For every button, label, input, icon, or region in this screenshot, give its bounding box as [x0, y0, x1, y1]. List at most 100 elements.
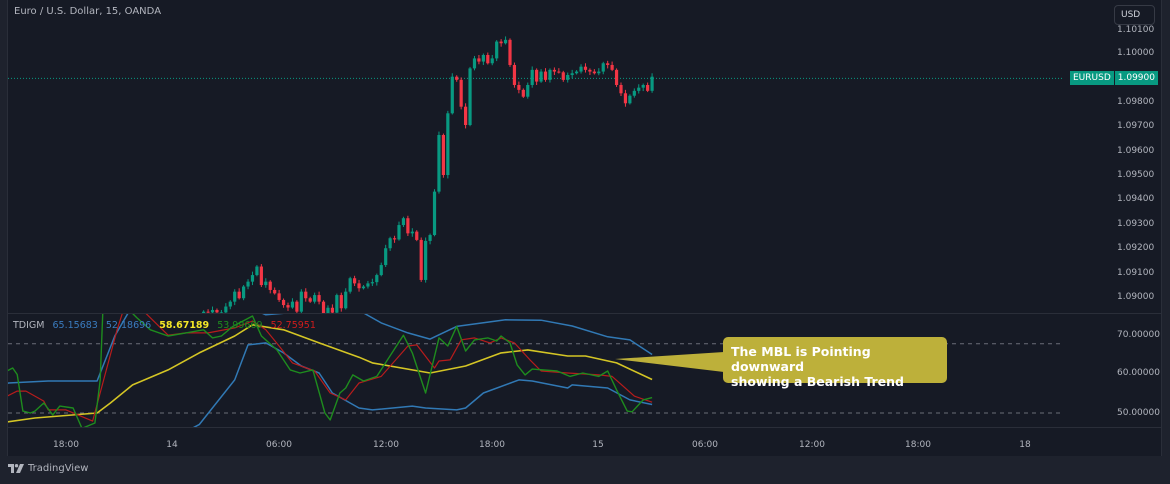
- candle: [570, 69, 574, 79]
- candle: [486, 52, 490, 65]
- candle: [628, 94, 632, 105]
- chart-panel[interactable]: [7, 0, 1162, 456]
- candle: [437, 131, 441, 194]
- candle-body: [499, 41, 503, 44]
- candle-body: [557, 71, 561, 73]
- candle-body: [623, 93, 628, 104]
- candle: [210, 306, 215, 313]
- time-tick: 18:00: [905, 440, 931, 450]
- candle: [472, 55, 477, 71]
- time-tick: 18:00: [479, 440, 505, 450]
- candle: [290, 298, 295, 309]
- tradingview-branding[interactable]: TradingView: [8, 463, 88, 474]
- candle: [388, 236, 392, 251]
- candle: [246, 279, 250, 290]
- indicator-tick: 50.00000: [1117, 408, 1160, 418]
- candle-body: [588, 69, 592, 72]
- candle-body: [308, 298, 312, 302]
- price-tick: 1.09700: [1117, 121, 1155, 131]
- candle: [503, 36, 508, 45]
- candle: [459, 77, 463, 110]
- candle: [206, 309, 210, 313]
- candle-body: [219, 312, 223, 313]
- candle: [588, 68, 592, 75]
- candle-body: [326, 307, 330, 313]
- candle: [233, 289, 237, 306]
- annotation-line-1: The MBL is Pointing downward: [731, 344, 871, 374]
- candle: [632, 88, 636, 98]
- candle-body: [530, 69, 534, 85]
- candle-body: [490, 58, 494, 64]
- candle-body: [521, 89, 525, 97]
- candle-body: [366, 283, 370, 287]
- candle: [299, 289, 303, 313]
- candle-body: [419, 239, 423, 280]
- price-tick: 1.10000: [1117, 48, 1155, 58]
- indicator-name: TDIGM: [13, 320, 45, 331]
- candle-body: [592, 71, 596, 74]
- price-tick: 1.09300: [1117, 219, 1155, 229]
- candle: [535, 68, 539, 85]
- candle: [432, 189, 437, 237]
- candle: [526, 82, 530, 99]
- candle: [455, 75, 459, 82]
- candle: [641, 83, 645, 92]
- symbol-title[interactable]: Euro / U.S. Dollar, 15, OANDA: [14, 6, 162, 17]
- candle: [543, 68, 548, 82]
- indicator-legend[interactable]: TDIGM 65.15683 52.18696 58.67189 53.9966…: [13, 320, 321, 331]
- candle: [468, 66, 472, 127]
- callout-pointer: [615, 352, 724, 372]
- candle-body: [597, 71, 601, 74]
- price-tick: 1.09800: [1117, 97, 1155, 107]
- candle-body: [570, 73, 574, 75]
- candle-body: [286, 305, 290, 308]
- candle-body: [392, 238, 397, 240]
- candle: [224, 303, 228, 313]
- candle: [379, 262, 383, 277]
- candle: [557, 68, 561, 74]
- candle: [566, 72, 570, 83]
- price-tick: 1.10100: [1117, 25, 1155, 35]
- candle: [610, 61, 614, 72]
- time-tick: 06:00: [266, 440, 292, 450]
- candle-body: [455, 76, 459, 80]
- candle-body: [273, 289, 277, 294]
- indicator-lines: [8, 314, 653, 427]
- last-price-symbol: EURUSD: [1070, 71, 1114, 85]
- brand-name: TradingView: [28, 463, 89, 474]
- candle-body: [646, 84, 650, 91]
- currency-button[interactable]: USD: [1114, 5, 1155, 25]
- candle: [530, 66, 534, 88]
- candle: [583, 63, 588, 73]
- candle: [335, 293, 339, 313]
- candle: [415, 230, 419, 242]
- annotation-callout[interactable]: The MBL is Pointing downward showing a B…: [723, 337, 947, 389]
- candle-body: [606, 63, 610, 65]
- candle: [490, 54, 494, 66]
- candle: [295, 300, 299, 313]
- candle-body: [548, 69, 552, 80]
- candle-body: [566, 74, 570, 80]
- candle-body: [353, 278, 357, 284]
- candle-body: [552, 69, 556, 72]
- candle: [441, 133, 445, 178]
- candle: [397, 221, 401, 241]
- candle-body: [579, 66, 583, 72]
- candle: [592, 69, 596, 75]
- price-tick: 1.09200: [1117, 243, 1155, 253]
- candle: [637, 84, 641, 94]
- candle-body: [406, 218, 410, 234]
- candle-body: [397, 225, 401, 240]
- candle-body: [450, 76, 454, 114]
- candle-body: [428, 235, 432, 241]
- candle-body: [539, 71, 543, 82]
- indicator-tick: 70.00000: [1117, 330, 1160, 340]
- candle-body: [335, 295, 339, 313]
- candle: [464, 103, 468, 129]
- candle: [561, 70, 565, 82]
- candle-body: [268, 281, 272, 290]
- price-tick: 1.09100: [1117, 268, 1155, 278]
- candle-body: [432, 191, 437, 236]
- candle-body: [535, 69, 539, 82]
